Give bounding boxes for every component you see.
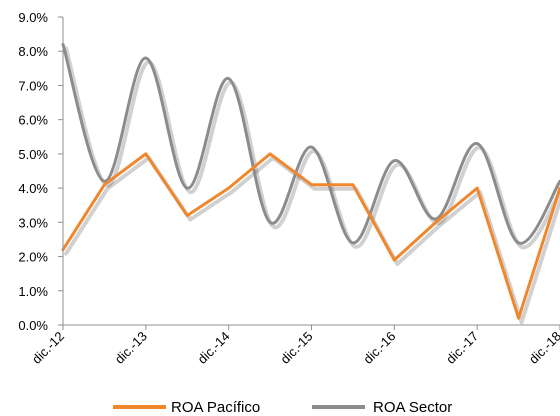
y-tick-label: 7.0%	[18, 78, 48, 93]
y-tick-label: 6.0%	[18, 113, 48, 128]
x-axis-ticks: dic.-12 dic.-13 dic.-14 dic.-15 dic.-16 dic.-…	[29, 325, 560, 367]
series-lines	[61, 42, 560, 320]
y-tick-label: 0.0%	[18, 318, 48, 333]
y-tick-label: 5.0%	[18, 147, 48, 162]
roa-pac-fico-shadow	[64, 155, 560, 325]
roa-sector-line	[61, 42, 560, 245]
x-tick-label: dic.-16	[360, 329, 398, 367]
x-tick-label: dic.-15	[277, 329, 315, 367]
x-tick-label: dic.-13	[112, 329, 150, 367]
y-axis-ticks: 0.0% 1.0% 2.0% 3.0% 4.0% 5.0% 6.0% 7.0% 8.0% 9.0%	[18, 10, 63, 333]
y-tick-label: 3.0%	[18, 215, 48, 230]
y-tick-label: 9.0%	[18, 10, 48, 25]
x-tick-label: dic.-18	[526, 329, 560, 367]
x-tick-label: dic.-12	[29, 329, 67, 367]
legend: ROA Pacífico ROA Sector	[113, 399, 452, 416]
legend-label-roa-sector: ROA Sector	[373, 399, 452, 416]
roa-sector-shadow	[64, 46, 560, 249]
y-tick-label: 4.0%	[18, 181, 48, 196]
legend-label-roa-pac-fico: ROA Pacífico	[171, 399, 260, 416]
y-tick-label: 8.0%	[18, 44, 48, 59]
y-tick-label: 2.0%	[18, 250, 48, 265]
y-tick-label: 1.0%	[18, 284, 48, 299]
roa-pac-fico-line	[61, 152, 560, 320]
x-tick-label: dic.-14	[195, 329, 233, 367]
x-tick-label: dic.-17	[443, 329, 481, 367]
